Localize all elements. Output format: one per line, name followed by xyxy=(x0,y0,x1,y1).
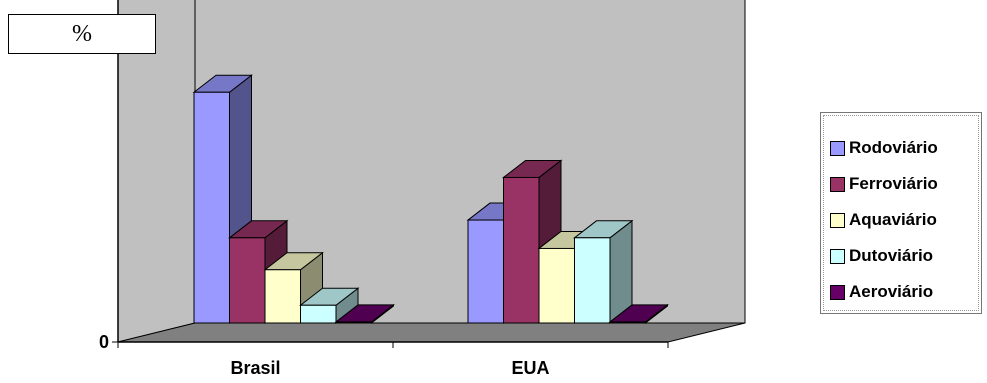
legend-label: Rodoviário xyxy=(849,138,938,157)
bar xyxy=(574,237,611,324)
bar xyxy=(229,237,266,324)
legend-label: Ferroviário xyxy=(849,174,938,193)
bar xyxy=(609,321,646,324)
legend-swatch xyxy=(830,284,845,300)
legend-item: Aeroviário xyxy=(830,274,981,310)
bar xyxy=(300,304,337,324)
legend-label: Aquaviário xyxy=(849,210,937,229)
y-axis-unit-label: % xyxy=(8,14,156,54)
legend-label: Dutoviário xyxy=(849,246,934,265)
legend-swatch xyxy=(830,212,845,228)
bar xyxy=(538,247,575,324)
floor xyxy=(117,322,746,343)
y-tick-label: 0 xyxy=(99,332,109,352)
legend-item: Aquaviário xyxy=(830,202,981,238)
legend: Rodoviário Ferroviário Aquaviário Dutoviári… xyxy=(820,112,982,314)
legend-swatch xyxy=(830,176,845,192)
x-category-label: Brasil xyxy=(230,358,280,378)
bar xyxy=(264,269,301,324)
legend-item: Ferroviário xyxy=(830,166,981,202)
bar xyxy=(193,91,230,324)
x-category-label: EUA xyxy=(511,358,549,378)
legend-item: Dutoviário xyxy=(830,238,981,274)
bar xyxy=(467,219,504,324)
legend-label: Aeroviário xyxy=(849,282,934,301)
legend-item: Rodoviário xyxy=(830,130,981,166)
legend-swatch xyxy=(830,140,845,156)
bar xyxy=(503,176,540,324)
legend-swatch xyxy=(830,248,845,264)
bar xyxy=(335,321,372,324)
